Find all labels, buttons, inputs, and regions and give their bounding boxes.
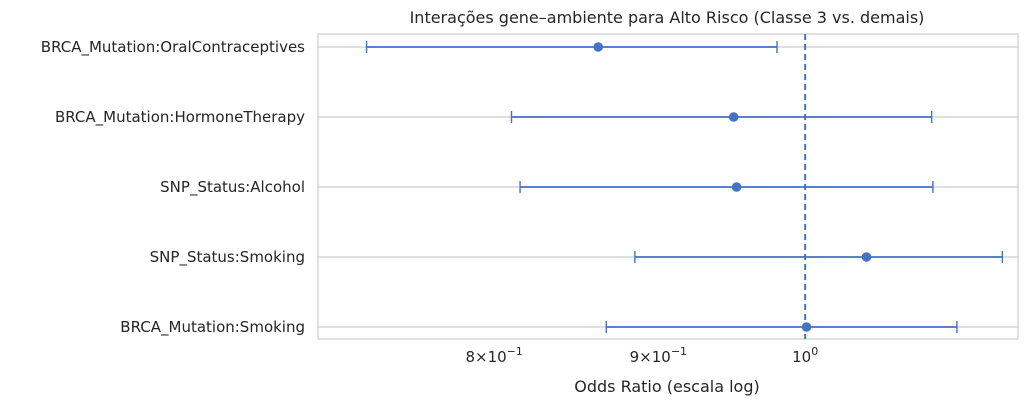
y-tick-label: BRCA_Mutation:OralContraceptives	[41, 38, 305, 57]
odds-ratio-point	[728, 112, 739, 122]
plot-frame	[317, 33, 1019, 340]
x-tick-label: 100	[792, 345, 818, 366]
chart-title: Interações gene–ambiente para Alto Risco…	[410, 8, 925, 27]
odds-ratio-point	[801, 322, 812, 332]
y-tick-label: SNP_Status:Smoking	[150, 248, 305, 267]
x-axis-label: Odds Ratio (escala log)	[574, 377, 759, 396]
odds-ratio-point	[731, 182, 742, 192]
marks-layer	[365, 34, 1004, 339]
x-tick-label: 8×10−1	[465, 345, 522, 366]
x-tick-label: 9×10−1	[630, 345, 687, 366]
y-tick-label: SNP_Status:Alcohol	[160, 178, 305, 197]
labels-layer: 8×10−1 9×10−1 100 BRCA_Mutation:OralContrac…	[41, 38, 818, 366]
y-tick-label: BRCA_Mutation:Smoking	[120, 318, 305, 337]
y-tick-label: BRCA_Mutation:HormoneTherapy	[55, 108, 305, 127]
odds-ratio-point	[861, 252, 872, 262]
odds-ratio-point	[593, 42, 604, 52]
axes-layer	[317, 33, 1019, 340]
